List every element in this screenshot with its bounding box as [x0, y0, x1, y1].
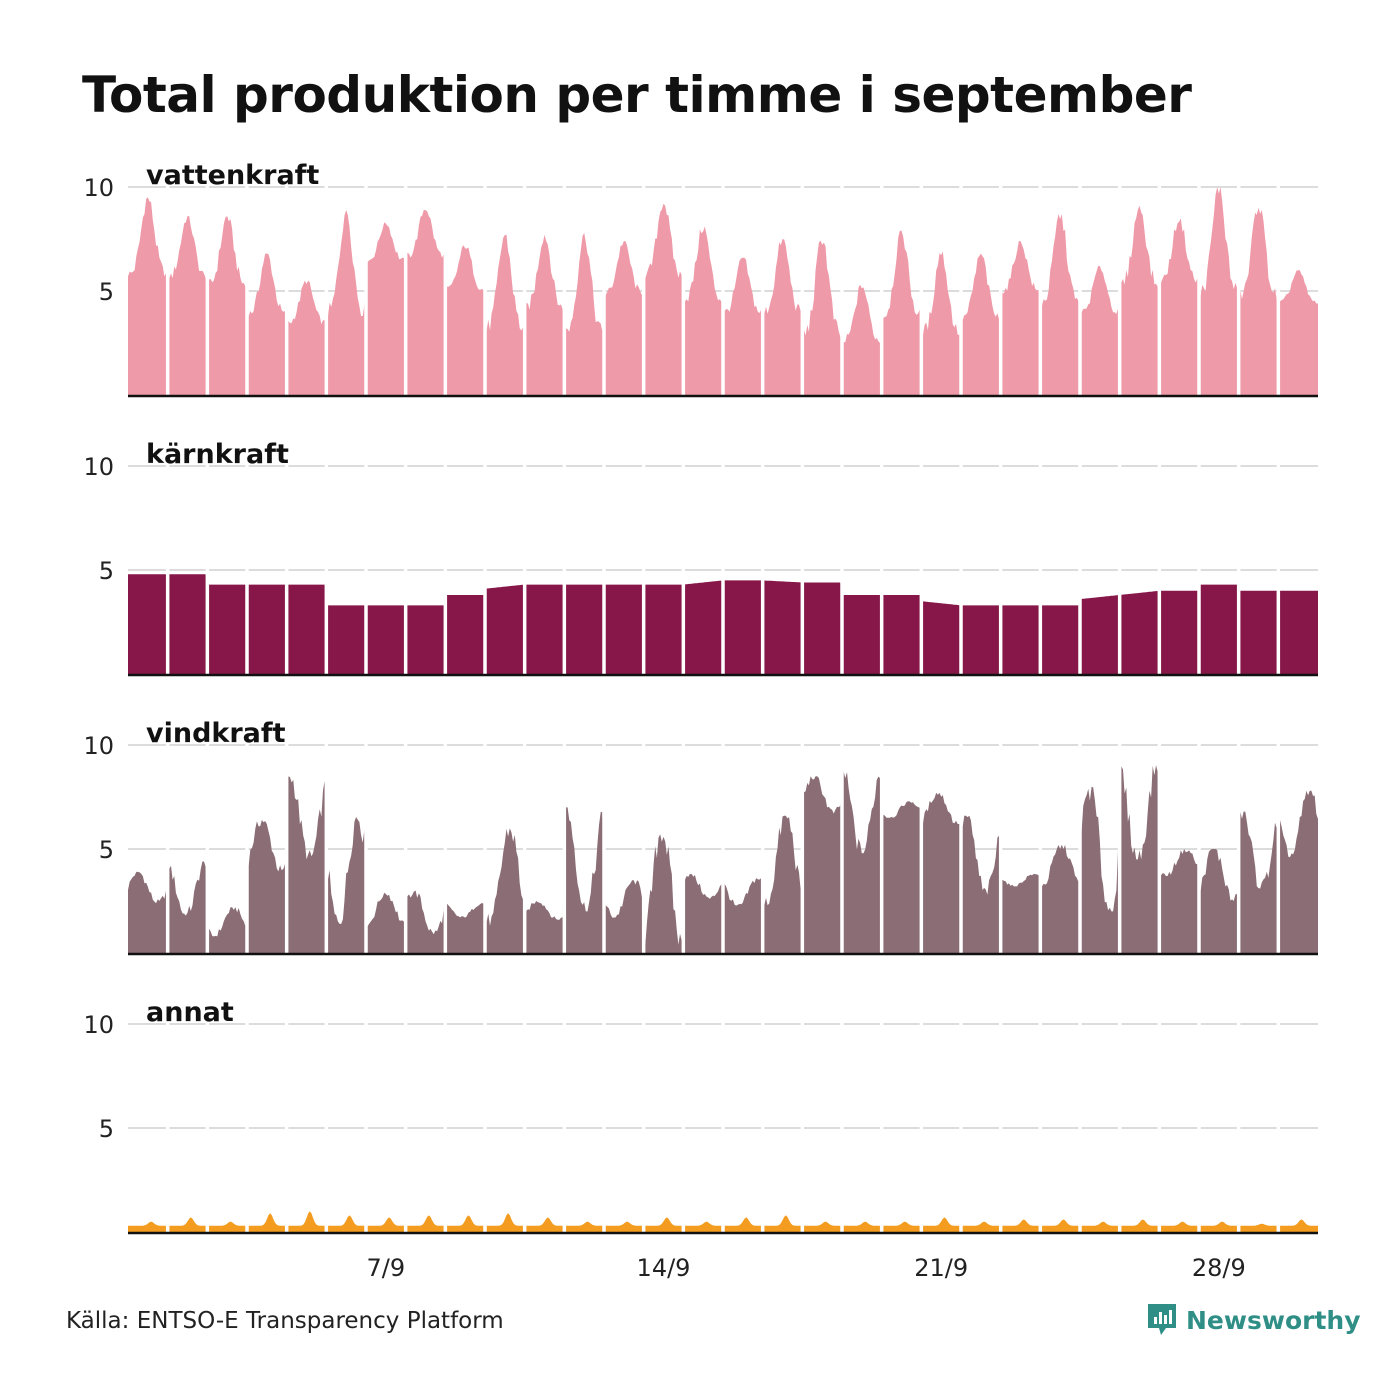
series-area-annat	[128, 1211, 1318, 1232]
brand-name: Newsworthy	[1186, 1305, 1361, 1335]
x-tick-label: 7/9	[367, 1254, 406, 1282]
series-label: kärnkraft	[146, 439, 289, 470]
brand-logo: Newsworthy	[1146, 1302, 1361, 1338]
series-label: vindkraft	[146, 718, 286, 749]
y-tick-label: 5	[99, 557, 114, 585]
x-tick-label: 28/9	[1192, 1254, 1246, 1282]
x-tick-label: 21/9	[914, 1254, 968, 1282]
source-note: Källa: ENTSO-E Transparency Platform	[66, 1308, 504, 1334]
y-tick-label: 10	[83, 1011, 114, 1039]
y-tick-label: 10	[83, 732, 114, 760]
series-area-vindkraft	[128, 763, 1318, 953]
y-tick-label: 10	[83, 174, 114, 202]
newsworthy-logo-icon	[1148, 1304, 1176, 1335]
chart-title: Total produktion per timme i september	[82, 66, 1192, 124]
series-area-vattenkraft	[128, 187, 1318, 395]
series-label: annat	[146, 997, 234, 1028]
y-tick-label: 5	[99, 836, 114, 864]
y-tick-label: 5	[99, 1115, 114, 1143]
series-label: vattenkraft	[146, 160, 319, 191]
x-tick-label: 14/9	[637, 1254, 691, 1282]
y-tick-label: 5	[99, 278, 114, 306]
y-tick-label: 10	[83, 453, 114, 481]
